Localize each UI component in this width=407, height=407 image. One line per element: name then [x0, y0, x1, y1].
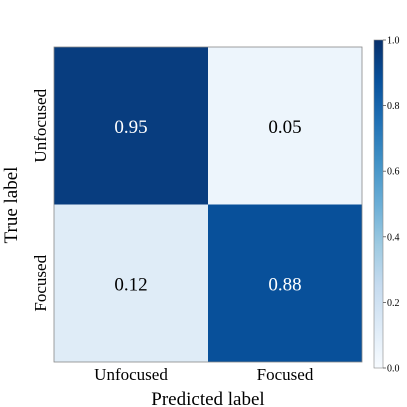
- plot-frame: [53, 46, 363, 363]
- heatmap-cell: [208, 47, 362, 205]
- y-tick-label: Unfocused: [31, 88, 50, 162]
- x-tick-label: Focused: [257, 365, 314, 384]
- heatmap-cell: [54, 47, 208, 205]
- y-tick-label: Focused: [31, 254, 50, 311]
- colorbar-tick-label: 0.8: [387, 101, 400, 112]
- heatmap-cell-labels: 0.95 0.05 0.12 0.88: [114, 117, 301, 296]
- cell-value-label: 0.88: [268, 274, 301, 295]
- colorbar-tick-label: 0.0: [387, 364, 400, 375]
- colorbar-tick-label: 0.6: [387, 167, 400, 178]
- cell-value-label: 0.05: [268, 117, 301, 138]
- colorbar-tick-label: 0.4: [387, 232, 400, 243]
- x-axis-label: Predicted label: [151, 389, 264, 407]
- y-axis-label: True label: [1, 167, 22, 244]
- colorbar: [373, 39, 384, 369]
- colorbar-ticks: 0.0 0.2 0.4 0.6 0.8 1.0: [383, 36, 400, 375]
- cell-value-label: 0.95: [114, 117, 147, 138]
- x-axis-ticks: Unfocused Focused: [94, 365, 314, 384]
- colorbar-tick-label: 1.0: [387, 36, 400, 47]
- y-axis-ticks: Unfocused Focused: [31, 88, 50, 311]
- heatmap-cells: [54, 47, 362, 362]
- heatmap-cell: [208, 204, 362, 362]
- x-tick-label: Unfocused: [94, 365, 168, 384]
- cell-value-label: 0.12: [114, 274, 147, 295]
- colorbar-tick-label: 0.2: [387, 298, 400, 309]
- heatmap-cell: [54, 204, 208, 362]
